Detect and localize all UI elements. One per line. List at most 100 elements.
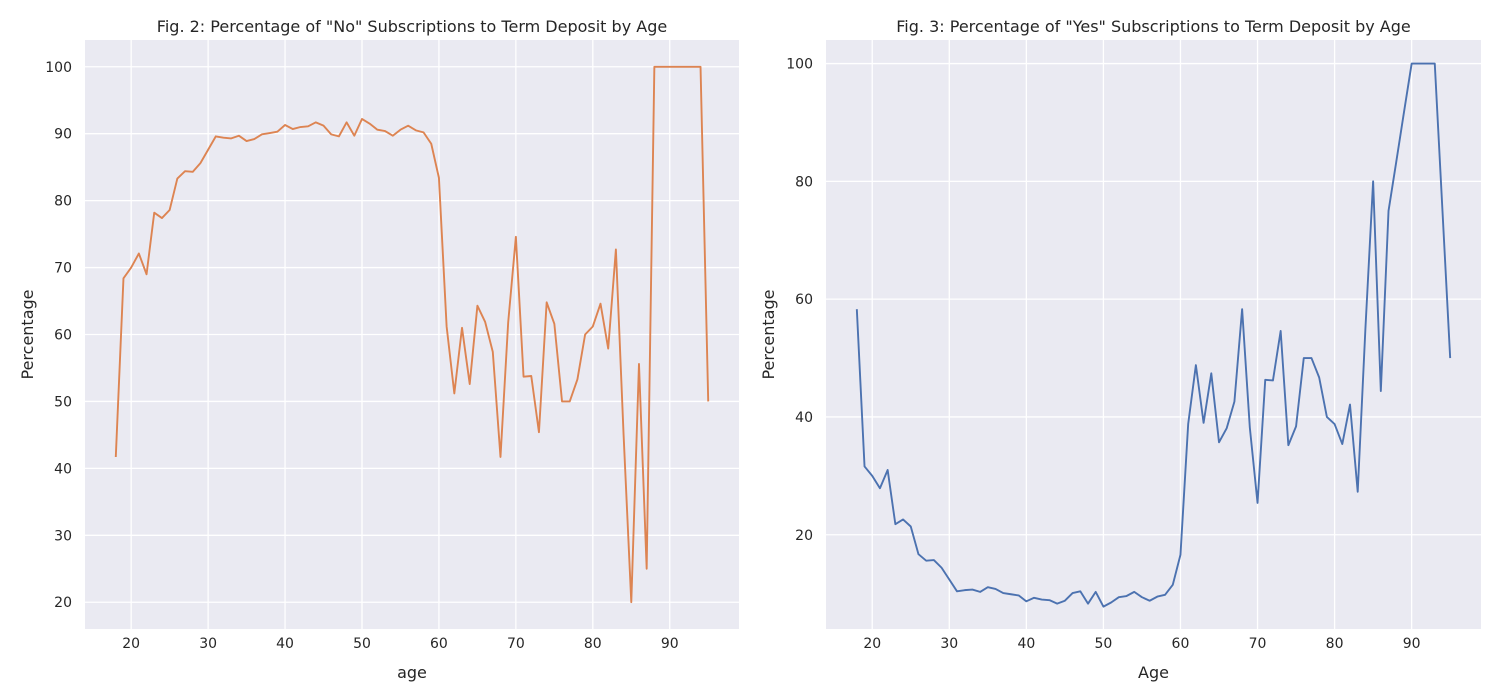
data-point (1418, 63, 1420, 65)
data-point (161, 217, 163, 219)
data-point (1033, 597, 1035, 599)
data-point (176, 178, 178, 180)
x-tick-label: 60 (1172, 636, 1190, 652)
chart-title-no: Fig. 2: Percentage of "No" Subscriptions… (157, 17, 667, 36)
series-line (114, 65, 710, 604)
x-tick-label: 80 (584, 636, 602, 652)
data-point (1049, 599, 1051, 601)
data-point (1226, 427, 1228, 429)
y-tick-label: 60 (54, 328, 72, 344)
data-point (925, 560, 927, 562)
data-point (1326, 416, 1328, 418)
data-point (677, 66, 679, 68)
data-point (1403, 112, 1405, 114)
data-point (546, 301, 548, 303)
data-point (630, 601, 632, 603)
y-tick-label: 40 (795, 410, 813, 426)
data-point (492, 351, 494, 353)
data-point (584, 334, 586, 336)
x-tick-label: 90 (1403, 636, 1421, 652)
data-point (269, 132, 271, 134)
data-point (1280, 330, 1282, 332)
ticks-yes: 20 30 40 50 60 70 80 90 20 40 60 80 100 (786, 57, 1420, 652)
y-tick-label: 20 (54, 595, 72, 611)
data-point (538, 431, 540, 433)
data-point (987, 586, 989, 588)
x-tick-label: 70 (507, 636, 525, 652)
data-point (956, 590, 958, 592)
data-point (515, 236, 517, 238)
data-point (415, 129, 417, 131)
data-point (507, 322, 509, 324)
data-point (530, 375, 532, 377)
data-point (1041, 599, 1043, 601)
data-point (1187, 423, 1189, 425)
data-point (941, 567, 943, 569)
data-point (887, 469, 889, 471)
data-point (407, 125, 409, 127)
grid-no (85, 40, 739, 629)
data-point (1442, 210, 1444, 212)
data-point (430, 143, 432, 145)
data-point (894, 523, 896, 525)
data-point (1056, 603, 1058, 605)
x-tick-label: 50 (1094, 636, 1112, 652)
data-point (1349, 404, 1351, 406)
data-point (1010, 593, 1012, 595)
data-point (669, 66, 671, 68)
data-point (369, 123, 371, 125)
data-point (361, 118, 363, 120)
data-point (948, 579, 950, 581)
data-point (1234, 401, 1236, 403)
data-point (569, 401, 571, 403)
data-point (153, 212, 155, 214)
data-point (902, 519, 904, 521)
y-tick-label: 70 (54, 261, 72, 277)
data-point (700, 66, 702, 68)
data-point (1449, 357, 1451, 359)
data-point (856, 308, 858, 310)
data-point (438, 177, 440, 179)
y-tick-label: 100 (45, 60, 72, 76)
data-point (910, 526, 912, 528)
data-point (138, 253, 140, 255)
y-tick-label: 100 (786, 57, 813, 73)
series-line (855, 62, 1452, 608)
data-point (1164, 594, 1166, 596)
chart-panel-no-subscriptions: 20 30 40 50 60 70 80 90 20 30 40 50 60 70 80 90 100 Fig.… (18, 17, 739, 682)
data-point (1018, 595, 1020, 597)
data-point (523, 376, 525, 378)
data-point (115, 456, 117, 458)
data-point (353, 135, 355, 137)
data-point (453, 393, 455, 395)
series-yes (855, 62, 1452, 608)
x-tick-label: 40 (276, 636, 294, 652)
x-tick-label: 40 (1017, 636, 1035, 652)
data-point (1002, 592, 1004, 594)
data-point (1411, 63, 1413, 65)
data-point (561, 401, 563, 403)
y-tick-label: 30 (54, 528, 72, 544)
data-point (707, 401, 709, 403)
data-point (1241, 308, 1243, 310)
data-point (577, 378, 579, 380)
data-point (207, 149, 209, 151)
data-point (1341, 443, 1343, 445)
data-point (276, 131, 278, 133)
data-point (215, 135, 217, 137)
data-point (684, 66, 686, 68)
data-point (169, 209, 171, 211)
data-point (123, 277, 125, 279)
y-tick-label: 20 (795, 528, 813, 544)
data-point (346, 121, 348, 123)
data-point (315, 121, 317, 123)
x-axis-label-no: age (397, 663, 427, 682)
data-point (1126, 595, 1128, 597)
data-point (1434, 63, 1436, 65)
ticks-no: 20 30 40 50 60 70 80 90 20 30 40 50 60 70 80 90 100 (45, 60, 678, 652)
grid-yes (826, 40, 1481, 629)
data-point (1133, 591, 1135, 593)
data-point (1079, 590, 1081, 592)
x-tick-label: 30 (940, 636, 958, 652)
data-point (933, 559, 935, 561)
